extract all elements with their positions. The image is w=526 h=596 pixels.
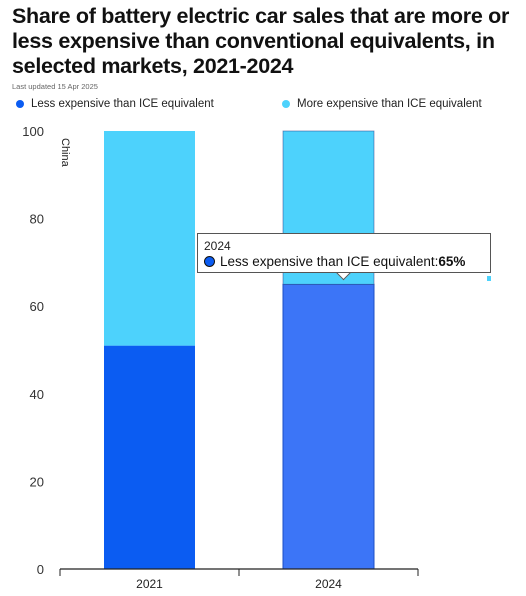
y-tick-label: 0 xyxy=(37,562,44,577)
legend-dot-less xyxy=(16,100,24,108)
legend-item-less[interactable]: Less expensive than ICE equivalent xyxy=(16,98,214,110)
tooltip-label: Less expensive than ICE equivalent: xyxy=(220,254,439,269)
legend: Less expensive than ICE equivalent More … xyxy=(12,98,522,116)
bar-outline xyxy=(282,130,375,285)
tooltip-series-dot xyxy=(204,256,215,267)
y-tick-label: 40 xyxy=(30,387,44,402)
tooltip-line: Less expensive than ICE equivalent: 65% xyxy=(204,254,465,269)
bar-more-expensive[interactable] xyxy=(104,131,195,346)
y-tick-label: 20 xyxy=(30,474,44,489)
legend-item-more[interactable]: More expensive than ICE equivalent xyxy=(282,98,482,110)
legend-label-more: More expensive than ICE equivalent xyxy=(297,98,482,110)
x-tick-label: 2021 xyxy=(136,577,163,591)
tooltip: 2024 Less expensive than ICE equivalent:… xyxy=(197,233,491,273)
x-tick-label: 2024 xyxy=(315,577,342,591)
tooltip-value: 65% xyxy=(438,254,466,269)
chart-title: Share of battery electric car sales that… xyxy=(12,4,510,78)
bar-less-expensive[interactable] xyxy=(282,283,375,570)
y-tick-label: 80 xyxy=(30,212,44,227)
legend-dot-more xyxy=(282,100,290,108)
bar-less-expensive[interactable] xyxy=(104,345,195,569)
y-tick-label: 60 xyxy=(30,299,44,314)
hover-marker xyxy=(487,276,491,281)
last-updated: Last updated 15 Apr 2025 xyxy=(12,82,98,91)
panel-label: China xyxy=(59,138,71,168)
tooltip-year: 2024 xyxy=(204,239,231,253)
legend-label-less: Less expensive than ICE equivalent xyxy=(31,98,214,110)
y-tick-label: 100 xyxy=(22,124,44,139)
